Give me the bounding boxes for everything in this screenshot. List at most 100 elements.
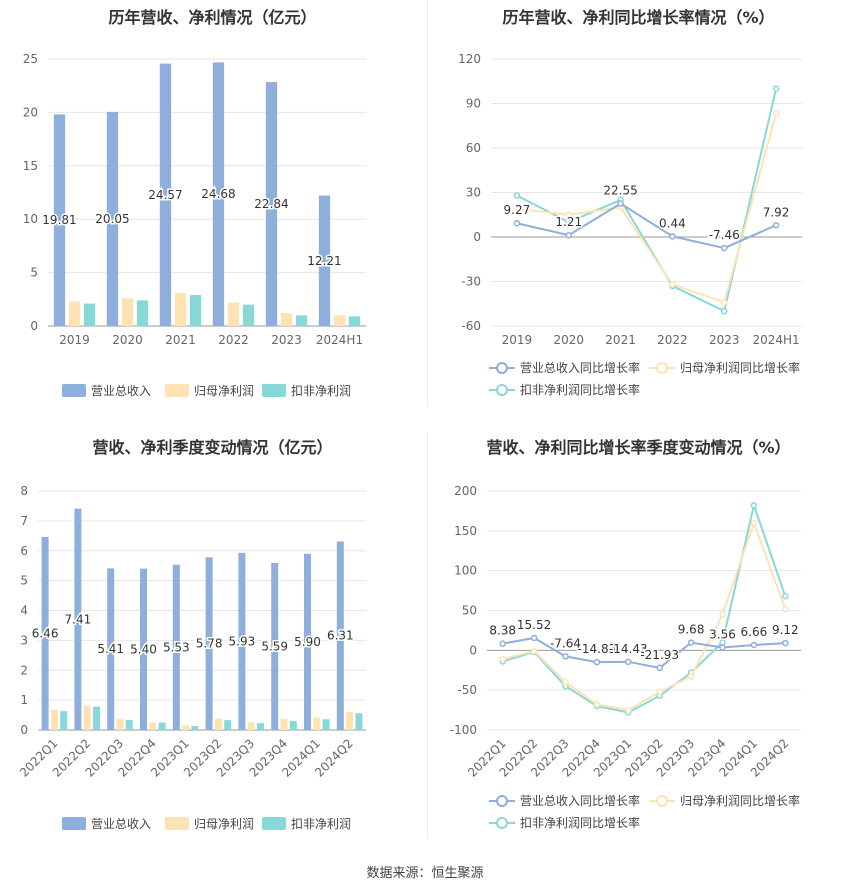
y-tick-label: 1 <box>20 693 28 707</box>
data-point <box>565 218 572 226</box>
data-label: -7.46 <box>709 228 740 242</box>
bar <box>174 292 187 326</box>
divider-bottom <box>427 432 428 839</box>
data-label: -14.43 <box>609 642 648 656</box>
y-tick-label: 50 <box>462 604 477 618</box>
series-line <box>516 88 778 313</box>
data-point <box>687 673 695 680</box>
legend-label: 营业总收入同比增长率 <box>520 360 640 375</box>
legend-marker <box>656 795 668 807</box>
data-point <box>750 641 758 649</box>
y-tick-label: -30 <box>461 275 481 289</box>
bar <box>92 706 100 730</box>
legend-label: 营业总收入 <box>91 817 151 831</box>
legend-swatch <box>165 817 189 830</box>
bar <box>172 564 180 730</box>
bar <box>355 713 363 730</box>
bar <box>53 114 66 326</box>
data-point <box>782 592 789 600</box>
data-label: 22.84 <box>254 197 288 211</box>
data-point <box>593 658 601 666</box>
y-tick-label: 2 <box>20 663 28 677</box>
bar <box>346 712 354 730</box>
bar <box>121 298 134 326</box>
data-point <box>750 502 758 509</box>
bar <box>318 195 331 326</box>
bar <box>83 303 96 326</box>
legend-label: 营业总收入同比增长率 <box>520 793 640 808</box>
chart-canvas: -60 -30 0 30 60 90 120 2019 2020 2021 2022 2023 2024… <box>458 52 802 397</box>
bar <box>116 718 124 730</box>
bar <box>189 295 202 326</box>
data-label: 5.78 <box>196 637 223 651</box>
data-label: 24.68 <box>201 187 235 201</box>
bar <box>295 315 308 326</box>
bar <box>106 111 119 326</box>
data-label: 5.41 <box>97 642 124 656</box>
x-tick-label: 2020 <box>553 333 584 347</box>
bar <box>333 315 346 326</box>
legend-label: 扣非净利润同比增长率 <box>520 382 640 397</box>
bar <box>149 722 157 730</box>
data-source: 数据来源：恒生聚源 <box>366 866 484 881</box>
bar <box>136 300 149 326</box>
legend-swatch <box>62 384 86 397</box>
data-point <box>687 639 695 646</box>
quarterly-revenue-profit-chart: 营收、净利季度变动情况（亿元） 0 1 2 3 4 5 6 7 8 2022Q1 2022Q2 202… <box>0 430 425 850</box>
y-tick-label: 5 <box>20 574 28 588</box>
series-line <box>502 501 787 714</box>
data-point <box>499 640 506 647</box>
data-label: 9.12 <box>772 623 799 637</box>
data-point <box>625 658 632 666</box>
bar <box>68 301 81 326</box>
data-point <box>721 244 728 252</box>
x-tick-label: 2020 <box>112 333 143 347</box>
data-point <box>562 653 569 660</box>
data-label: 5.93 <box>229 634 256 648</box>
y-tick-label: 8 <box>20 484 28 498</box>
y-tick-label: 7 <box>20 514 28 528</box>
quarterly-growth-rate-chart: 营收、净利同比增长率季度变动情况（%） -100 -50 0 50 100 150 200 2… <box>427 430 850 850</box>
y-tick-label: -100 <box>450 723 477 737</box>
bar <box>41 537 49 730</box>
bar <box>107 568 115 730</box>
x-tick-label: 2023 <box>271 333 302 347</box>
data-point <box>719 644 726 651</box>
legend-label: 扣非净利润同比增长率 <box>520 815 640 830</box>
bar <box>271 562 279 730</box>
chart-title: 营收、净利同比增长率季度变动情况（%） <box>486 438 791 457</box>
x-tick-label: 2019 <box>502 333 533 347</box>
data-label: 0.44 <box>659 216 686 230</box>
y-tick-label: 0 <box>20 723 28 737</box>
y-tick-label: 4 <box>20 604 28 618</box>
y-tick-label: 10 <box>23 212 38 226</box>
chart-canvas: 0123456782022Q12022Q22022Q32022Q42023Q12… <box>17 484 366 831</box>
data-point <box>772 222 780 229</box>
y-tick-label: 150 <box>454 524 477 538</box>
y-tick-label: 6 <box>20 544 28 558</box>
series-line <box>502 519 787 712</box>
data-point <box>772 85 780 92</box>
bar <box>224 720 232 730</box>
divider-top <box>427 0 428 407</box>
bar <box>159 63 172 326</box>
x-tick-label: 2022 <box>657 333 688 347</box>
data-point <box>513 192 521 199</box>
data-label: 15.52 <box>517 618 551 632</box>
data-label: -21.93 <box>640 648 679 662</box>
bar <box>158 722 166 730</box>
x-tick-label: 2023 <box>709 333 740 347</box>
bar <box>336 541 344 730</box>
data-point <box>669 281 676 288</box>
legend-label: 营业总收入 <box>91 384 151 398</box>
y-tick-label: 0 <box>469 643 477 657</box>
data-label: 6.66 <box>741 625 768 639</box>
bar <box>280 313 293 326</box>
bar <box>125 720 133 730</box>
series-line <box>502 636 786 669</box>
y-tick-label: 25 <box>23 52 38 66</box>
y-tick-label: 200 <box>454 484 477 498</box>
bar <box>191 726 199 730</box>
bar <box>140 568 148 730</box>
y-tick-label: -60 <box>461 319 481 333</box>
